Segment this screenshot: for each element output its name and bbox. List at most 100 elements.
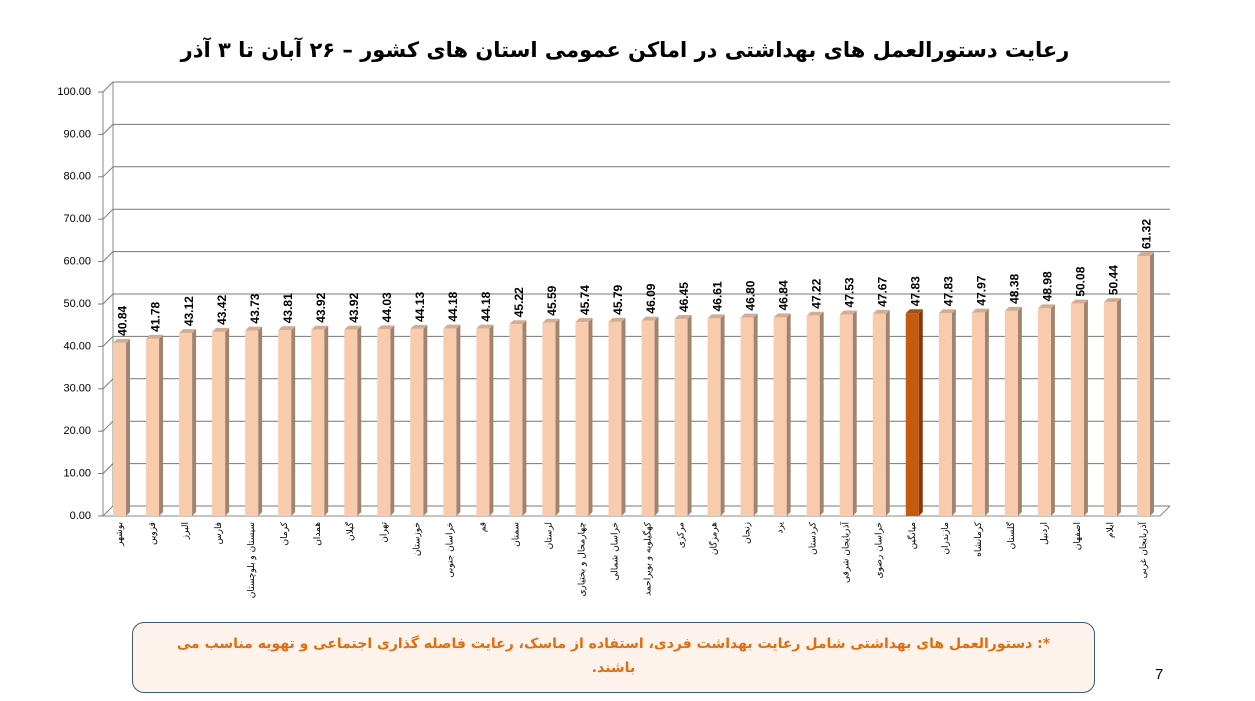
value-label: 44.03 xyxy=(380,292,394,322)
value-label: 44.18 xyxy=(446,291,460,321)
bar-side xyxy=(423,324,428,516)
bar xyxy=(707,318,721,516)
bar xyxy=(212,331,226,516)
bar xyxy=(872,313,886,516)
bar xyxy=(443,328,457,516)
value-label: 46.61 xyxy=(710,281,724,311)
bar-side xyxy=(687,315,692,516)
bar xyxy=(674,319,688,516)
value-label: 50.08 xyxy=(1074,266,1088,296)
x-tick-label: ایلام xyxy=(1106,522,1116,538)
bar-side xyxy=(126,338,131,516)
x-tick-label: خوزستان xyxy=(412,522,422,556)
grid-line-depth xyxy=(102,378,114,390)
y-tick-label: 80.00 xyxy=(63,171,91,183)
value-label: 45.22 xyxy=(512,287,526,317)
bar-top xyxy=(674,315,692,320)
bar-top xyxy=(113,338,131,343)
bar xyxy=(245,330,259,516)
bar-side xyxy=(720,314,725,516)
bar xyxy=(971,312,985,516)
bar xyxy=(575,322,589,516)
value-label: 50.44 xyxy=(1107,265,1121,295)
bar xyxy=(773,317,787,516)
page-number: 7 xyxy=(1155,666,1164,683)
value-label: 48.38 xyxy=(1008,274,1022,304)
x-tick-label: خراسان رضوی xyxy=(875,522,885,578)
value-label: 45.79 xyxy=(611,284,625,314)
bar-top xyxy=(575,318,593,323)
bar xyxy=(740,317,754,516)
bar-top xyxy=(179,329,197,334)
value-label: 46.84 xyxy=(776,280,790,310)
grid-line-depth xyxy=(102,293,114,305)
bar-side xyxy=(885,309,890,516)
bar xyxy=(311,329,325,516)
footnote-box: *: دستورالعمل های بهداشتی شامل رعایت بهد… xyxy=(132,622,1095,693)
bar-top xyxy=(1136,252,1154,257)
bar xyxy=(410,328,424,516)
value-label: 43.92 xyxy=(347,292,361,322)
value-label: 46.80 xyxy=(743,280,757,310)
bar-top xyxy=(971,308,989,313)
value-label: 47.83 xyxy=(908,276,922,306)
bar-side xyxy=(654,316,659,516)
x-tick-label: بوشهر xyxy=(115,522,125,547)
y-tick-label: 30.00 xyxy=(63,383,91,395)
bar-side xyxy=(489,324,494,516)
bar-side xyxy=(1017,306,1022,516)
x-tick-label: قم xyxy=(478,522,488,532)
bar-top xyxy=(377,325,395,330)
bar-top xyxy=(212,327,230,332)
bar-side xyxy=(753,313,758,516)
bar xyxy=(905,313,919,516)
bar-side xyxy=(984,308,989,516)
x-tick-label: قزوین xyxy=(148,522,158,545)
y-tick-label: 40.00 xyxy=(63,340,91,352)
bar-top xyxy=(344,325,362,330)
x-tick-label: کرمان xyxy=(280,521,290,545)
bar xyxy=(476,328,490,516)
grid-line-depth xyxy=(102,336,114,347)
x-tick-label: همدان xyxy=(313,522,323,546)
grid-line-depth xyxy=(102,463,114,474)
bar-top xyxy=(740,313,758,318)
x-tick-label: میانگین xyxy=(906,522,918,550)
value-label: 47.83 xyxy=(941,276,955,306)
x-tick-label: سیستان و بلوچستان xyxy=(247,522,257,598)
bar-top xyxy=(1037,304,1055,309)
bar-side xyxy=(1116,298,1121,516)
x-tick-label: آذربایجان شرقی xyxy=(840,522,852,583)
floor-right xyxy=(1159,505,1171,517)
bar xyxy=(509,324,523,516)
bar-side xyxy=(951,309,956,516)
bar-top xyxy=(410,324,428,329)
chart-title: رعایت دستورالعمل های بهداشتی در اماکن عم… xyxy=(180,38,1070,62)
x-tick-label: گیلان xyxy=(344,521,356,541)
bar-side xyxy=(522,320,527,516)
y-tick-label: 70.00 xyxy=(63,213,91,225)
x-tick-label: چهارمحال و بختیاری xyxy=(577,522,587,597)
grid-line-depth xyxy=(102,81,114,93)
bar-side xyxy=(192,329,197,516)
value-label: 44.18 xyxy=(479,291,493,321)
x-tick-label: زنجان xyxy=(743,522,753,544)
value-label: 61.32 xyxy=(1140,219,1154,249)
bar-side xyxy=(324,325,329,516)
bar-top xyxy=(938,309,956,314)
bar-top xyxy=(443,324,461,329)
bar xyxy=(1037,308,1051,516)
bar-top xyxy=(707,314,725,319)
bar-top xyxy=(608,317,626,322)
bar xyxy=(1103,302,1117,516)
bar xyxy=(113,342,127,516)
bar-top xyxy=(476,324,494,329)
value-label: 48.98 xyxy=(1041,271,1055,301)
bar-side xyxy=(621,317,626,516)
bar-top xyxy=(1004,306,1022,311)
bar-side xyxy=(390,325,395,516)
bar-side xyxy=(588,318,593,516)
value-label: 47.97 xyxy=(975,275,989,305)
x-tick-label: هرمزگان xyxy=(708,522,720,555)
